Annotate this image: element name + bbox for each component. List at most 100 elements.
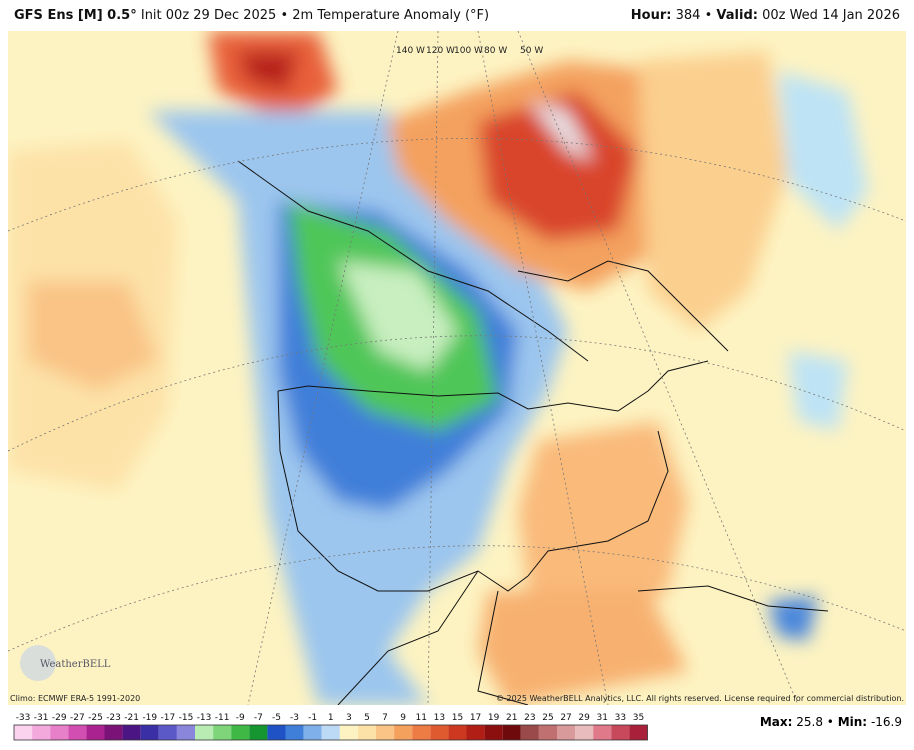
init-text: Init 00z 29 Dec 2025 <box>140 8 277 23</box>
colorbar-segment <box>140 725 159 740</box>
colorbar-segment <box>448 725 467 740</box>
colorbar-label: 17 <box>470 713 481 723</box>
colorbar-segment <box>321 725 340 740</box>
logo-globe <box>20 645 56 681</box>
header-left: GFS Ens [M] 0.5° Init 00z 29 Dec 2025 • … <box>14 8 489 23</box>
colorbar-label: -19 <box>142 713 157 723</box>
colorbar: -33 -31 -29 -27 -25 -23 -21 -19 -17 -15 -13 -11 -9 -7… <box>13 713 648 741</box>
colorbar-frame <box>13 724 648 741</box>
colorbar-segment <box>195 725 214 740</box>
colorbar-label: -27 <box>70 713 85 723</box>
colorbar-segment <box>176 725 195 740</box>
lon-label: 80 W <box>484 46 507 56</box>
colorbar-label: -31 <box>34 713 49 723</box>
colorbar-label: 13 <box>434 713 445 723</box>
colorbar-segment <box>430 725 449 740</box>
colorbar-segment <box>394 725 413 740</box>
colorbar-segment <box>538 725 557 740</box>
colorbar-label: 5 <box>364 713 370 723</box>
colorbar-segment <box>122 725 141 740</box>
colorbar-label: -1 <box>308 713 317 723</box>
valid-value: 00z Wed 14 Jan 2026 <box>762 8 900 23</box>
colorbar-segment <box>231 725 250 740</box>
colorbar-label: 27 <box>560 713 571 723</box>
colorbar-segment <box>267 725 286 740</box>
colorbar-label: 21 <box>506 713 517 723</box>
colorbar-label: -13 <box>197 713 212 723</box>
colorbar-label: 15 <box>452 713 463 723</box>
colorbar-segment <box>213 725 232 740</box>
colorbar-label: -11 <box>215 713 230 723</box>
graticule <box>8 31 906 705</box>
colorbar-label: -15 <box>179 713 194 723</box>
lon-label: 140 W <box>396 46 425 56</box>
colorbar-segment <box>484 725 503 740</box>
logo: WeatherBELL <box>40 659 111 670</box>
colorbar-label: -21 <box>124 713 139 723</box>
colorbar-label: 7 <box>382 713 388 723</box>
colorbar-label: -25 <box>88 713 103 723</box>
colorbar-segment <box>629 725 648 740</box>
colorbar-label: -29 <box>52 713 67 723</box>
min-label: Min: <box>837 715 868 729</box>
map: 140 W 120 W 100 W 80 W 50 W WeatherBELL <box>8 31 906 705</box>
colorbar-label: 29 <box>578 713 590 723</box>
colorbar-segment <box>502 725 521 740</box>
colorbar-segment <box>575 725 594 740</box>
colorbar-label: -33 <box>16 713 31 723</box>
min-value: -16.9 <box>870 715 902 729</box>
colorbar-segment <box>32 725 51 740</box>
lon-label: 50 W <box>520 46 543 56</box>
colorbar-segment <box>376 725 395 740</box>
colorbar-label: 3 <box>346 713 352 723</box>
colorbar-label: 1 <box>328 713 334 723</box>
borders <box>237 160 829 705</box>
colorbar-segment <box>285 725 304 740</box>
colorbar-segment <box>303 725 322 740</box>
colorbar-label: -23 <box>106 713 121 723</box>
colorbar-segment <box>50 725 69 740</box>
colorbar-label: -7 <box>254 713 263 723</box>
colorbar-segment <box>611 725 630 740</box>
colorbar-label: -17 <box>160 713 175 723</box>
colorbar-segment <box>158 725 177 740</box>
model-name: GFS Ens [M] 0.5° <box>14 8 137 23</box>
colorbar-label: 35 <box>633 713 644 723</box>
colorbar-label: 11 <box>416 713 427 723</box>
colorbar-segment <box>339 725 358 740</box>
separator: • <box>704 8 713 23</box>
climo-note: Climo: ECMWF ERA-5 1991-2020 <box>10 694 141 703</box>
colorbar-segment <box>520 725 539 740</box>
hour-value: 384 <box>675 8 701 23</box>
colorbar-label: -9 <box>236 713 245 723</box>
colorbar-segment <box>86 725 105 740</box>
colorbar-segment <box>466 725 485 740</box>
colorbar-label: -5 <box>272 713 281 723</box>
colorbar-segment <box>357 725 376 740</box>
valid-label: Valid: <box>716 8 758 23</box>
colorbar-segment <box>593 725 612 740</box>
copyright: © 2025 WeatherBELL Analytics, LLC. All r… <box>496 694 904 703</box>
product: 2m Temperature Anomaly (°F) <box>292 8 490 23</box>
colorbar-segment <box>104 725 123 740</box>
colorbar-segment <box>14 725 33 740</box>
colorbar-segment <box>557 725 576 740</box>
header-right: Hour: 384 • Valid: 00z Wed 14 Jan 2026 <box>631 8 900 23</box>
anomaly-field <box>8 31 868 705</box>
colorbar-label: 9 <box>400 713 406 723</box>
colorbar-segment <box>249 725 268 740</box>
colorbar-label: -3 <box>290 713 299 723</box>
lon-labels: 140 W 120 W 100 W 80 W 50 W <box>396 46 543 56</box>
colorbar-label: 31 <box>597 713 608 723</box>
colorbar-label: 25 <box>542 713 553 723</box>
max-label: Max: <box>759 715 793 729</box>
lon-label: 100 W <box>454 46 483 56</box>
colorbar-label: 19 <box>488 713 500 723</box>
colorbar-label: 23 <box>524 713 535 723</box>
max-value: 25.8 <box>796 715 823 729</box>
colorbar-label: 33 <box>615 713 626 723</box>
lon-label: 120 W <box>426 46 455 56</box>
max-min: Max: 25.8 • Min: -16.9 <box>760 715 902 729</box>
separator: • <box>280 8 289 23</box>
